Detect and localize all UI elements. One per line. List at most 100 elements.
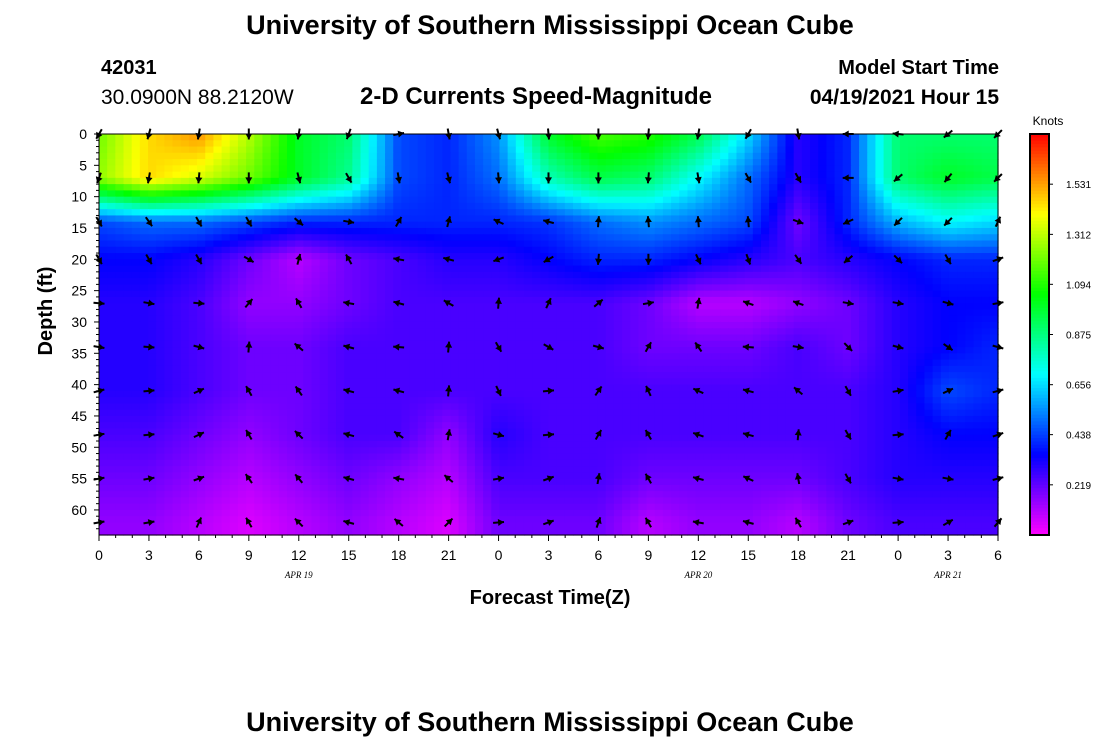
heatmap-cell	[556, 347, 566, 354]
heatmap-cell	[728, 253, 738, 260]
heatmap-cell	[172, 390, 182, 398]
heatmap-cell	[205, 321, 215, 329]
heatmap-cell	[810, 315, 819, 323]
heatmap-cell	[736, 253, 746, 260]
heatmap-cell	[164, 334, 174, 342]
heatmap-cell	[769, 321, 778, 329]
heatmap-cell	[254, 221, 264, 229]
heatmap-cell	[164, 146, 174, 154]
heatmap-cell	[597, 340, 607, 348]
heatmap-cell	[662, 134, 672, 141]
heatmap-cell	[540, 171, 550, 179]
heatmap-cell	[303, 134, 313, 141]
heatmap-cell	[728, 221, 738, 229]
heatmap-cell	[581, 184, 590, 191]
heatmap-cell	[573, 384, 582, 392]
heatmap-cell	[581, 397, 590, 405]
heatmap-cell	[221, 290, 231, 298]
heatmap-cell	[573, 403, 582, 411]
heatmap-cell	[793, 290, 803, 298]
heatmap-cell	[744, 303, 754, 311]
heatmap-cell	[646, 146, 656, 154]
heatmap-cell	[344, 334, 353, 342]
heatmap-cell	[139, 372, 149, 379]
heatmap-cell	[107, 340, 116, 348]
heatmap-cell	[679, 284, 689, 292]
heatmap-cell	[442, 234, 452, 242]
heatmap-cell	[605, 240, 615, 248]
heatmap-cell	[491, 184, 501, 191]
heatmap-cell	[752, 196, 762, 204]
heatmap-cell	[197, 353, 206, 361]
heatmap-cell	[229, 146, 239, 154]
heatmap-cell	[523, 384, 533, 392]
heatmap-cell	[295, 146, 304, 154]
heatmap-cell	[687, 328, 697, 336]
heatmap-cell	[720, 146, 729, 154]
heatmap-cell	[916, 171, 926, 179]
heatmap-cell	[180, 347, 190, 354]
heatmap-cell	[810, 253, 819, 260]
heatmap-cell	[859, 184, 868, 191]
heatmap-cell	[613, 290, 623, 298]
heatmap-cell	[859, 284, 868, 292]
heatmap-cell	[303, 315, 313, 323]
heatmap-cell	[875, 390, 885, 398]
heatmap-cell	[115, 246, 125, 254]
heatmap-cell	[875, 384, 885, 392]
heatmap-cell	[319, 303, 329, 311]
heatmap-cell	[188, 165, 198, 173]
heatmap-cell	[237, 171, 247, 179]
heatmap-cell	[581, 134, 590, 141]
heatmap-cell	[483, 278, 492, 285]
heatmap-cell	[270, 152, 280, 160]
heatmap-cell	[417, 234, 427, 242]
heatmap-cell	[581, 159, 590, 166]
heatmap-cell	[613, 359, 623, 367]
heatmap-cell	[597, 184, 607, 191]
heatmap-cell	[948, 259, 958, 267]
heatmap-cell	[197, 309, 206, 317]
heatmap-cell	[850, 334, 860, 342]
heatmap-cell	[573, 146, 582, 154]
heatmap-cell	[760, 278, 770, 285]
heatmap-cell	[466, 284, 476, 292]
heatmap-cell	[286, 165, 296, 173]
heatmap-cell	[810, 340, 819, 348]
heatmap-cell	[246, 146, 255, 154]
heatmap-cell	[99, 202, 108, 210]
heatmap-cell	[883, 227, 893, 235]
heatmap-cell	[769, 290, 778, 298]
heatmap-cell	[237, 227, 247, 235]
heatmap-cell	[180, 146, 190, 154]
heatmap-cell	[401, 146, 411, 154]
heatmap-cell	[205, 227, 215, 235]
heatmap-cell	[385, 378, 394, 386]
heatmap-cell	[891, 209, 901, 217]
heatmap-cell	[622, 390, 631, 398]
heatmap-cell	[785, 284, 795, 292]
heatmap-cell	[842, 171, 852, 179]
heatmap-cell	[932, 353, 942, 361]
heatmap-cell	[613, 259, 623, 267]
heatmap-cell	[474, 378, 484, 386]
heatmap-cell	[458, 409, 468, 417]
heatmap-cell	[891, 347, 901, 354]
heatmap-cell	[156, 384, 165, 392]
heatmap-cell	[164, 246, 174, 254]
heatmap-cell	[940, 284, 950, 292]
heatmap-cell	[434, 171, 443, 179]
heatmap-cell	[891, 159, 901, 166]
heatmap-cell	[262, 196, 272, 204]
heatmap-cell	[654, 202, 664, 210]
heatmap-cell	[679, 152, 689, 160]
heatmap-cell	[237, 159, 247, 166]
heatmap-cell	[965, 196, 975, 204]
heatmap-cell	[229, 265, 239, 273]
heatmap-cell	[916, 334, 926, 342]
heatmap-cell	[254, 347, 264, 354]
heatmap-cell	[450, 403, 460, 411]
heatmap-cell	[646, 190, 656, 198]
heatmap-cell	[425, 171, 435, 179]
heatmap-cell	[760, 240, 770, 248]
